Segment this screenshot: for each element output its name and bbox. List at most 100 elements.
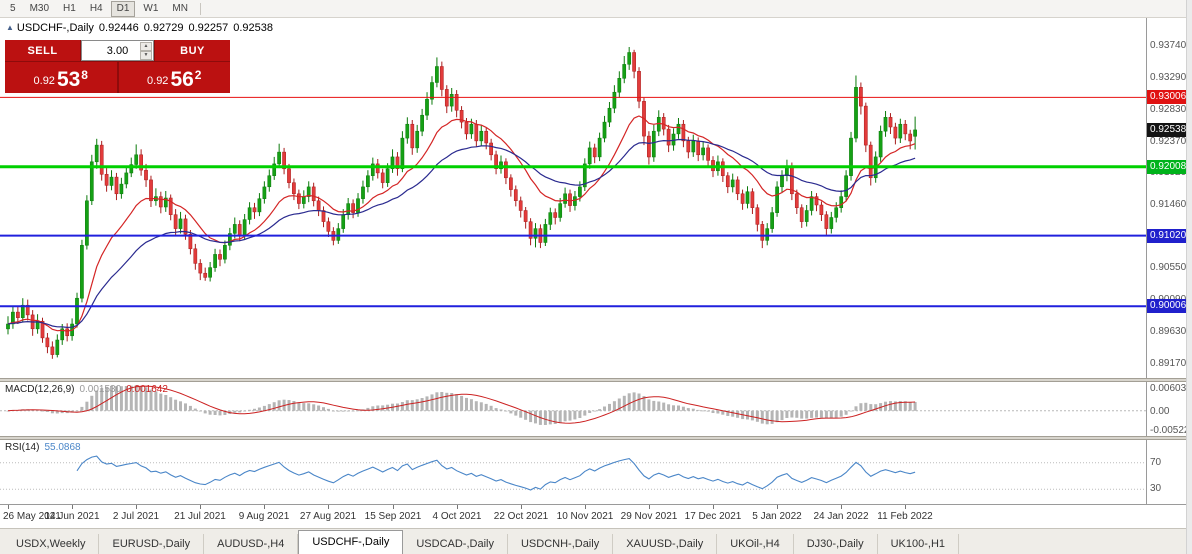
timeframe-button-m30[interactable]: M30 bbox=[29, 2, 50, 14]
bull-candle bbox=[578, 186, 582, 197]
volume-field[interactable]: 3.00 ▲ ▼ bbox=[81, 40, 154, 61]
macd-signal-line bbox=[7, 385, 916, 424]
trade-panel-collapse-icon[interactable]: ▲ bbox=[6, 23, 14, 32]
macd-histogram-bar bbox=[898, 401, 902, 411]
macd-histogram-bar bbox=[815, 410, 818, 418]
candlestick-chart-canvas[interactable] bbox=[0, 18, 1146, 378]
bull-candle bbox=[119, 183, 124, 195]
bull-candle bbox=[829, 217, 834, 229]
bear-candle bbox=[375, 163, 380, 174]
bear-candle bbox=[16, 311, 20, 318]
bull-candle bbox=[341, 214, 346, 229]
sell-price-big: 53 bbox=[56, 68, 81, 91]
macd-histogram-bar bbox=[529, 410, 533, 423]
date-axis-label: 24 Jan 2022 bbox=[813, 511, 869, 522]
bull-candle bbox=[844, 175, 848, 197]
macd-histogram-bar bbox=[568, 410, 572, 421]
chart-tab[interactable]: DJ30-,Daily bbox=[794, 534, 878, 554]
chart-tab[interactable]: USDCNH-,Daily bbox=[508, 534, 614, 554]
sell-button[interactable]: SELL bbox=[5, 40, 80, 61]
buy-price-button[interactable]: 0.92 56 2 bbox=[118, 62, 230, 93]
bear-candle bbox=[755, 207, 760, 225]
buy-button[interactable]: BUY bbox=[155, 40, 230, 61]
price-axis[interactable]: 0.937400.932900.928300.923700.919200.914… bbox=[1146, 18, 1186, 378]
buy-price-big: 56 bbox=[170, 68, 194, 91]
bear-candle bbox=[632, 52, 636, 72]
bull-candle bbox=[573, 196, 577, 206]
macd-histogram-bar bbox=[440, 392, 444, 411]
macd-histogram-bar bbox=[50, 410, 54, 414]
macd-histogram-bar bbox=[524, 410, 528, 420]
vertical-scrollbar[interactable] bbox=[1186, 0, 1192, 554]
pane-separator[interactable] bbox=[0, 378, 1192, 382]
sell-price-button[interactable]: 0.92 53 8 bbox=[5, 62, 117, 93]
macd-histogram-bar bbox=[765, 410, 769, 425]
bear-candle bbox=[188, 233, 193, 250]
bear-candle bbox=[282, 151, 286, 170]
macd-histogram-bar bbox=[257, 407, 261, 411]
bull-candle bbox=[671, 133, 676, 146]
chart-tab[interactable]: USDX,Weekly bbox=[3, 534, 100, 554]
timeframe-button-mn[interactable]: MN bbox=[172, 2, 188, 14]
pane-separator[interactable] bbox=[0, 436, 1192, 440]
macd-pane[interactable]: MACD(12,26,9) 0.001530 0.001642 0.006038 0.… bbox=[0, 382, 1192, 436]
macd-histogram-bar bbox=[376, 405, 380, 411]
chart-tab[interactable]: UKOil-,H4 bbox=[717, 534, 794, 554]
bull-candle bbox=[178, 218, 183, 229]
time-axis-tick bbox=[264, 505, 265, 509]
volume-increase-button[interactable]: ▲ bbox=[140, 42, 152, 51]
bull-candle bbox=[676, 123, 681, 135]
chart-tab[interactable]: AUDUSD-,H4 bbox=[204, 534, 299, 554]
chart-tab[interactable]: XAUUSD-,Daily bbox=[613, 534, 718, 554]
bear-candle bbox=[553, 212, 558, 218]
bull-candle bbox=[109, 176, 114, 186]
rsi-pane[interactable]: RSI(14) 55.0868 70 30 bbox=[0, 440, 1192, 504]
chart-tab[interactable]: UK100-,H1 bbox=[878, 534, 960, 554]
bull-candle bbox=[469, 123, 474, 135]
macd-axis-label: 0.006038 bbox=[1150, 383, 1192, 394]
bull-candle bbox=[267, 175, 272, 188]
bear-candle bbox=[819, 204, 824, 215]
timeframe-button-d1[interactable]: D1 bbox=[110, 0, 136, 17]
bear-candle bbox=[706, 147, 710, 161]
price-level-badge: 0.90006 bbox=[1147, 299, 1186, 313]
chart-tab[interactable]: USDCAD-,Daily bbox=[403, 534, 508, 554]
macd-histogram-bar bbox=[701, 410, 705, 412]
bull-candle bbox=[94, 144, 99, 163]
macd-histogram-bar bbox=[119, 386, 123, 411]
timeframe-button-h1[interactable]: H1 bbox=[63, 2, 76, 14]
timeframe-button-w1[interactable]: W1 bbox=[143, 2, 159, 14]
bear-candle bbox=[696, 140, 701, 156]
bull-candle bbox=[55, 339, 60, 355]
bull-candle bbox=[75, 297, 79, 325]
macd-histogram-bar bbox=[287, 400, 291, 411]
bull-candle bbox=[775, 186, 779, 213]
timeframe-button-h4[interactable]: H4 bbox=[89, 2, 103, 14]
bull-candle bbox=[730, 179, 735, 188]
volume-value: 3.00 bbox=[106, 44, 129, 57]
bear-candle bbox=[637, 71, 641, 102]
macd-histogram-bar bbox=[662, 402, 666, 411]
chart-tab[interactable]: EURUSD-,Daily bbox=[99, 534, 205, 554]
bear-candle bbox=[139, 154, 143, 171]
date-axis-label: 2 Jul 2021 bbox=[112, 511, 160, 522]
bear-candle bbox=[908, 133, 913, 142]
macd-histogram-bar bbox=[721, 410, 725, 415]
bull-candle bbox=[849, 137, 853, 176]
main-chart-pane[interactable]: 0.937400.932900.928300.923700.919200.914… bbox=[0, 18, 1192, 378]
macd-signal-value: 0.001642 bbox=[126, 384, 168, 395]
volume-decrease-button[interactable]: ▼ bbox=[140, 51, 152, 60]
bear-candle bbox=[474, 123, 479, 142]
timeframe-button-5[interactable]: 5 bbox=[10, 2, 16, 14]
macd-histogram-bar bbox=[622, 395, 626, 411]
macd-indicator-name: MACD(12,26,9) bbox=[5, 384, 75, 395]
rsi-value: 55.0868 bbox=[44, 442, 81, 453]
macd-histogram-bar bbox=[174, 399, 178, 411]
bull-candle bbox=[425, 98, 429, 116]
time-axis[interactable]: 26 May 2021 14 Jun 2021 2 Jul 2021 21 Jul 2… bbox=[0, 504, 1192, 528]
price-axis-label: 0.93290 bbox=[1150, 72, 1187, 83]
chart-tab[interactable]: USDCHF-,Daily bbox=[298, 530, 404, 554]
bear-candle bbox=[321, 210, 326, 222]
macd-axis-label: -0.005224 bbox=[1150, 425, 1192, 436]
